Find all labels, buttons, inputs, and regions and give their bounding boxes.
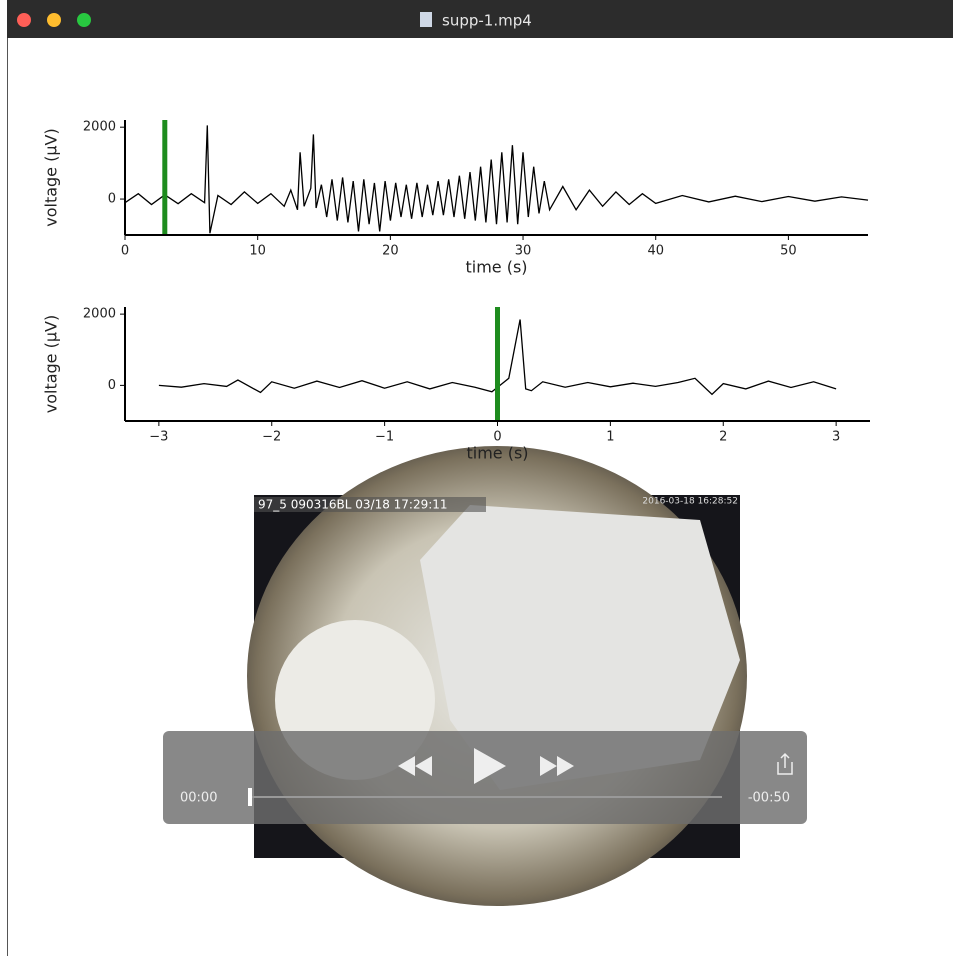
y-tick-label: 2000 [83,307,116,322]
remaining-time: -00:50 [748,791,790,806]
time-marker [495,307,500,421]
x-tick-label: 20 [382,244,399,259]
forward-button[interactable] [540,756,574,776]
overlay-timestamp: 2016-03-18 16:28:52 [642,497,738,507]
current-time: 00:00 [180,791,217,806]
overlay-bg [254,497,486,512]
close-button[interactable] [17,13,31,27]
rewind-button[interactable] [398,756,432,776]
share-button[interactable] [777,752,793,775]
x-tick-label: 3 [832,430,840,445]
x-axis-label: time (s) [466,444,528,463]
x-tick-label: −1 [375,430,394,445]
x-tick-label: 2 [719,430,727,445]
controls: 00:00 -00:50 [163,731,807,824]
video-object [420,505,740,790]
x-tick-label: −3 [149,430,168,445]
overlay-text: 97_5 090316BL 03/18 17:29:11 [258,498,448,512]
y-tick-label: 0 [108,192,116,207]
x-axis-label: time (s) [465,258,527,277]
play-button[interactable] [474,748,506,784]
minimize-button[interactable] [47,13,61,27]
y-axis-label: voltage (μV) [42,128,61,226]
y-tick-label: 0 [108,378,116,393]
x-tick-label: 40 [647,244,664,259]
scrubber-handle[interactable] [248,788,252,806]
x-tick-label: 30 [515,244,532,259]
signal-line [124,125,869,234]
window-title: supp-1.mp4 [442,12,532,30]
video: 97_5 090316BL 03/18 17:29:11 2016-03-18 … [247,446,747,906]
y-axis-label: voltage (μV) [42,315,61,413]
time-marker [162,120,168,235]
zoom-button[interactable] [77,13,91,27]
x-tick-label: 10 [249,244,266,259]
x-tick-label: −2 [262,430,281,445]
x-tick-label: 0 [121,244,129,259]
y-tick-label: 2000 [83,120,116,135]
title-bar [7,0,953,38]
x-tick-label: 50 [780,244,797,259]
x-tick-label: 1 [606,430,614,445]
signal-line [158,319,837,396]
file-icon [420,12,432,27]
x-tick-label: 0 [493,430,501,445]
